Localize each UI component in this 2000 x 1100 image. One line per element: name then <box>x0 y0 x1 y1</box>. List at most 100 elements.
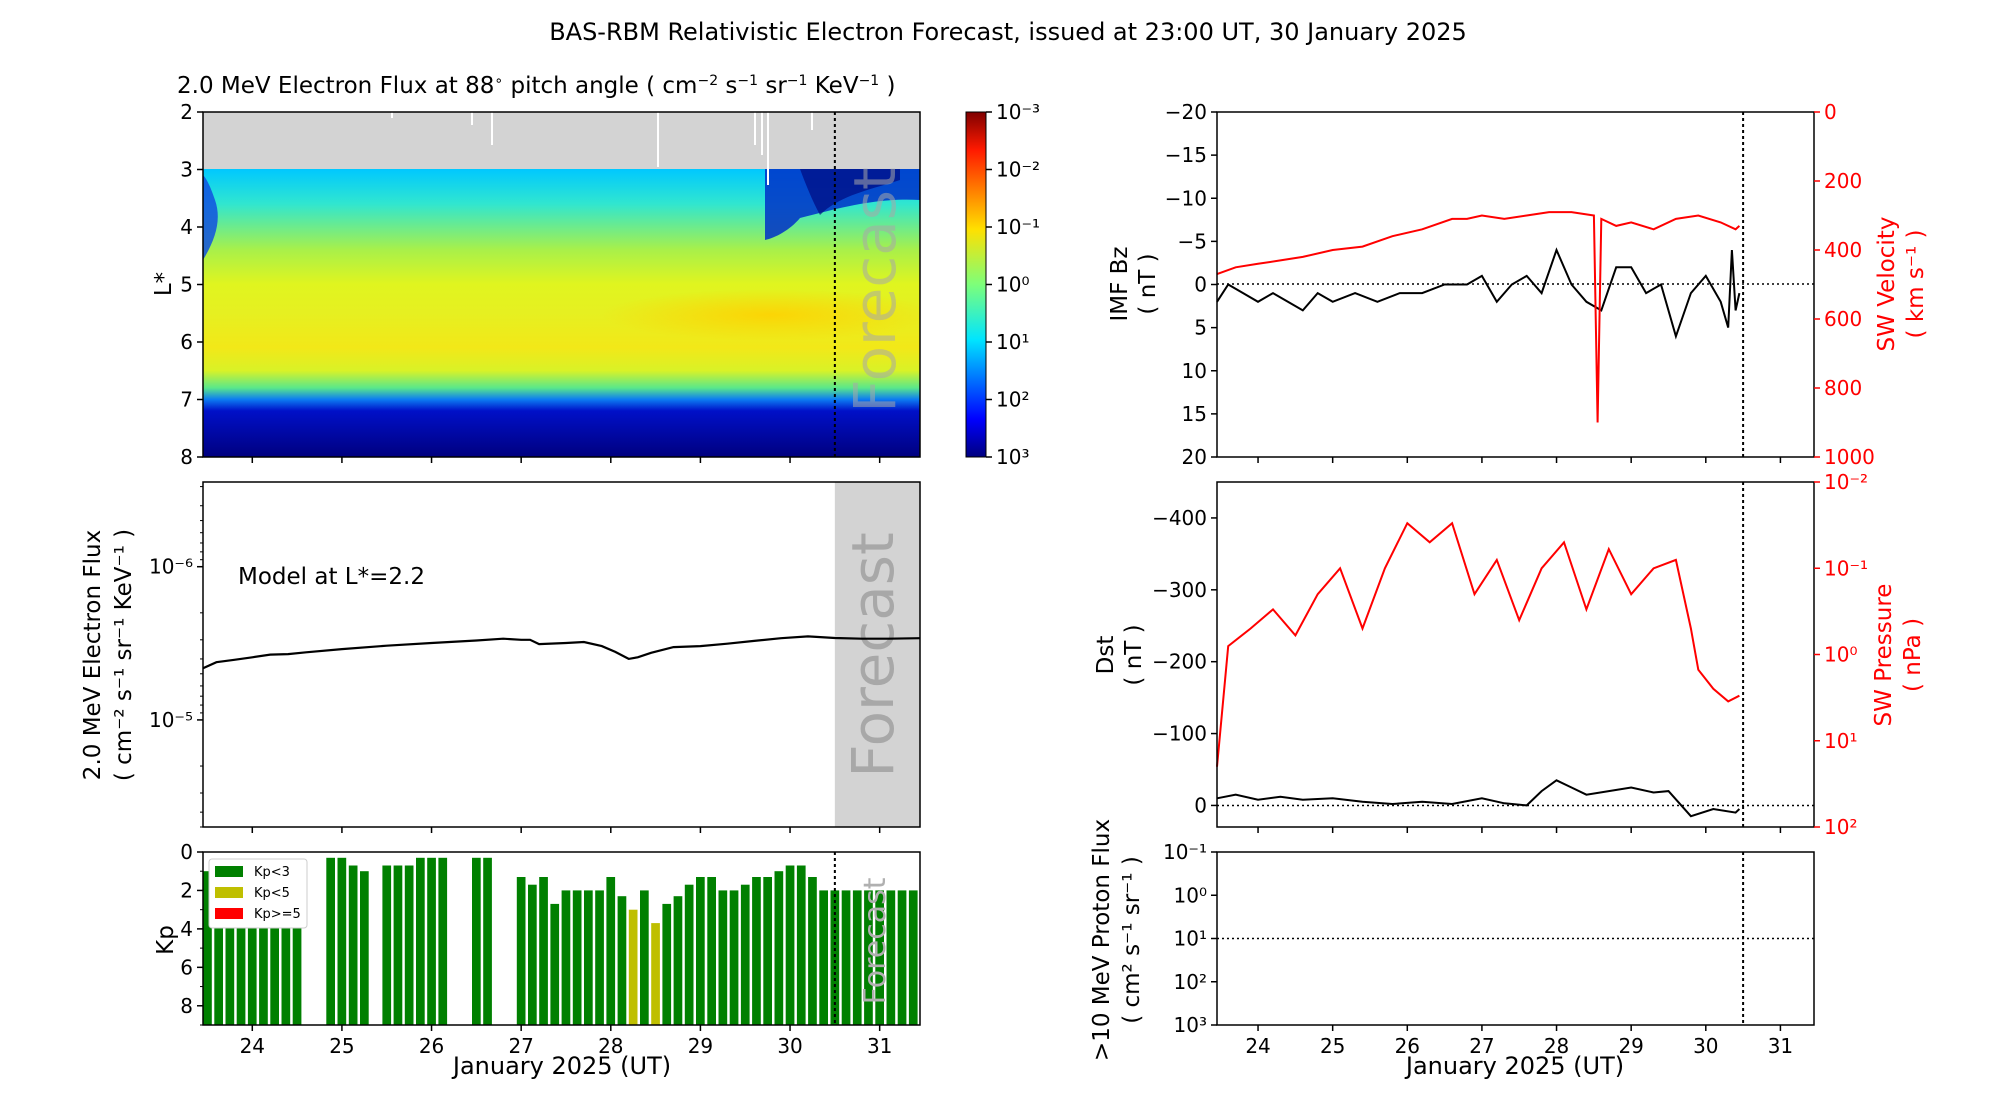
heatmap-panel: 2.0 MeV Electron Flux at 88∘ pitch angle… <box>151 73 1040 469</box>
x-tick-label: 28 <box>1544 1034 1569 1058</box>
kp-bar <box>819 890 828 1025</box>
swv-ylabel-line2: ( km s⁻¹ ) <box>1903 230 1929 339</box>
imf-x-ticks <box>1257 457 1782 463</box>
kp-bar <box>651 923 660 1025</box>
flux-panel: Forecast 10⁻⁶ 10⁻⁵ Model at L*=2.2 2.0 Me… <box>80 481 921 833</box>
legend-swatch-yellow <box>215 887 243 898</box>
flux-ylabel-line1: 2.0 MeV Electron Flux <box>80 530 106 780</box>
kp-bar <box>774 871 784 1025</box>
y-tick-label: −400 <box>1152 506 1207 530</box>
kp-bar <box>864 890 873 1025</box>
heatmap-dropout-right <box>765 169 920 240</box>
y-tick-label: −200 <box>1152 650 1207 674</box>
y-tick-label: 10² <box>1174 970 1207 994</box>
x-tick-label: 30 <box>1693 1034 1718 1058</box>
kp-bar <box>584 890 593 1025</box>
y-tick-label: 4 <box>180 917 193 941</box>
y-tick-label: −10 <box>1165 186 1207 210</box>
kp-bar <box>416 857 425 1025</box>
proton-y-axis: 10⁻¹ 10⁰ 10¹ 10² 10³ <box>1163 840 1217 1037</box>
y-tick-label: 400 <box>1824 238 1862 262</box>
y-tick-label: 15 <box>1182 402 1207 426</box>
heatmap-warm-region <box>600 289 920 341</box>
kp-ylabel: Kp <box>153 925 179 955</box>
dst-y-axis: −400 −300 −200 −100 0 <box>1152 506 1217 817</box>
dst-line <box>1216 779 1741 818</box>
y-tick-label: 800 <box>1824 376 1862 400</box>
x-tick-label: 25 <box>1320 1034 1345 1058</box>
colorbar-tick-label: 10⁻¹ <box>996 215 1040 239</box>
proton-xlabel: January 2025 (UT) <box>1404 1052 1624 1080</box>
flux-x-ticks <box>251 827 881 833</box>
kp-bar <box>875 890 884 1025</box>
kp-bar <box>539 877 548 1025</box>
legend-label: Kp>=5 <box>254 907 301 922</box>
heatmap-x-ticks <box>251 457 881 463</box>
flux-forecast-label: Forecast <box>839 532 907 777</box>
x-tick-label: 31 <box>1768 1034 1793 1058</box>
y-tick-label: 10⁻¹ <box>1163 840 1207 864</box>
x-tick-label: 29 <box>1618 1034 1643 1058</box>
flux-y-axis: 10⁻⁶ 10⁻⁵ <box>149 486 203 828</box>
x-tick-label: 26 <box>1395 1034 1420 1058</box>
sw-velocity-y-axis: 0 200 400 600 800 1000 <box>1814 100 1875 469</box>
y-tick-label: −300 <box>1152 578 1207 602</box>
y-tick-label: 10⁰ <box>1174 883 1207 907</box>
kp-bar <box>785 865 795 1025</box>
kp-bar <box>326 857 335 1025</box>
flux-forecast-region <box>834 482 920 827</box>
heatmap-title: 2.0 MeV Electron Flux at 88∘ pitch angle… <box>177 73 896 99</box>
kp-bar <box>247 890 257 1025</box>
proton-ylabel-line1: >10 MeV Proton Flux <box>1089 819 1115 1061</box>
y-tick-label: 20 <box>1182 445 1207 469</box>
heatmap-dropout-right-core <box>800 169 900 215</box>
imf-frame <box>1216 111 1815 458</box>
x-tick-label: 28 <box>598 1034 623 1058</box>
kp-xlabel: January 2025 (UT) <box>451 1052 671 1080</box>
kp-bar <box>729 890 739 1025</box>
proton-x-axis: 24 25 26 27 28 29 30 31 <box>1245 1025 1793 1058</box>
y-tick-label: 10¹ <box>1174 927 1207 951</box>
colorbar-tick-label: 10⁰ <box>996 273 1029 297</box>
y-tick-label: 0 <box>1194 793 1207 817</box>
y-tick-label: 200 <box>1824 169 1862 193</box>
y-tick-label: 7 <box>180 388 193 412</box>
legend-swatch-green <box>215 866 243 877</box>
y-tick-label: 2 <box>180 878 193 902</box>
kp-bar <box>740 884 750 1025</box>
y-tick-label: 10⁻⁶ <box>149 555 193 579</box>
kp-bar <box>225 896 235 1025</box>
colorbar-tick-label: 10² <box>996 388 1029 412</box>
kp-bar <box>259 871 268 1025</box>
proton-ylabel-line2: ( cm² s⁻¹ sr⁻¹ ) <box>1119 856 1145 1024</box>
y-tick-label: 10 <box>1182 359 1207 383</box>
kp-bar <box>673 896 683 1025</box>
sw-pressure-y-axis: 10⁻² 10⁻¹ 10⁰ 10¹ 10² <box>1814 470 1868 839</box>
kp-bar <box>516 877 526 1025</box>
kp-bar <box>595 890 604 1025</box>
imf-y-axis: −20 −15 −10 −5 0 5 10 15 20 <box>1165 100 1217 469</box>
x-tick-label: 29 <box>688 1034 713 1058</box>
heatmap-outer-belt-dip <box>203 175 218 260</box>
sw-pressure-line <box>1216 521 1740 767</box>
figure-title: BAS-RBM Relativistic Electron Forecast, … <box>549 18 1467 46</box>
kp-forecast-label: Forecast <box>858 877 893 1004</box>
kp-bar <box>617 896 627 1025</box>
y-tick-label: 2 <box>180 100 193 124</box>
kp-legend: Kp<3 Kp<5 Kp>=5 <box>208 858 308 929</box>
y-tick-label: 1000 <box>1824 445 1875 469</box>
x-tick-label: 31 <box>867 1034 892 1058</box>
kp-bar <box>897 890 907 1025</box>
kp-bar <box>528 884 537 1025</box>
kp-bar <box>718 890 728 1025</box>
x-tick-label: 30 <box>777 1034 802 1058</box>
legend-label: Kp<3 <box>254 865 290 880</box>
kp-bar <box>572 890 582 1025</box>
colorbar-tick-label: 10⁻³ <box>996 100 1040 124</box>
dst-frame <box>1216 481 1815 828</box>
kp-bar <box>628 909 638 1025</box>
kp-bar <box>684 884 694 1025</box>
colorbar-tick-label: 10³ <box>996 445 1029 469</box>
